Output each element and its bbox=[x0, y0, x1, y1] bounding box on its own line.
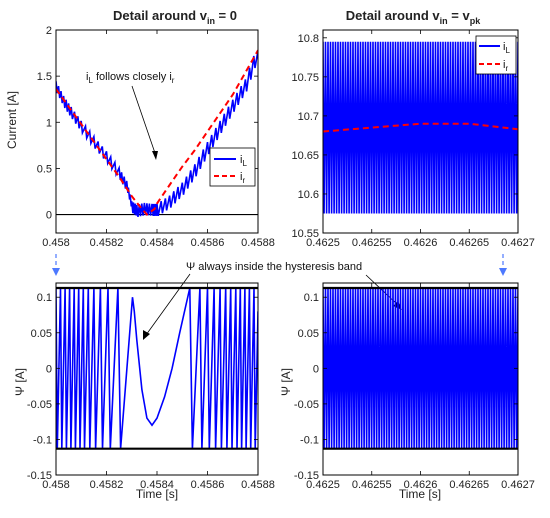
legend-box-top-left bbox=[209, 147, 256, 187]
ytick-label-bl-1: -0.1 bbox=[33, 434, 52, 446]
legend-label-ir-right: ir bbox=[503, 59, 508, 73]
xtick-label-tr-4: 0.4627 bbox=[501, 237, 535, 249]
xtick-label-tl-0: 0.458 bbox=[42, 237, 70, 249]
xtick-label-tl-2: 0.4584 bbox=[140, 237, 174, 249]
connector-arrowhead-left bbox=[52, 268, 60, 276]
xtick-label-tr-1: 0.46255 bbox=[352, 237, 392, 249]
plot-clip-bl bbox=[56, 286, 258, 450]
ytick-label-br-1: -0.1 bbox=[300, 434, 319, 446]
legend-box-top-right bbox=[475, 35, 517, 75]
ytick-label-bl-4: 0.05 bbox=[31, 328, 52, 340]
xtick-label-bl-3: 0.4586 bbox=[191, 479, 225, 491]
ytick-label-tl-4: 2 bbox=[46, 25, 52, 37]
xtick-label-br-0: 0.4625 bbox=[306, 479, 340, 491]
xtick-label-tr-0: 0.4625 bbox=[306, 237, 340, 249]
ytick-label-bl-0: -0.15 bbox=[27, 470, 52, 482]
ytick-label-br-0: -0.15 bbox=[294, 470, 319, 482]
ytick-label-tr-0: 10.55 bbox=[291, 228, 319, 240]
ytick-label-br-5: 0.1 bbox=[304, 292, 319, 304]
ticks-top-left: 0.458 0.4582 0.4584 0.4586 0.4588 0 0.5 1 1.5 2 bbox=[37, 25, 275, 249]
title-top-left: Detail around vin = 0 bbox=[113, 8, 237, 26]
annotation-band: Ψ always inside the hysteresis band bbox=[186, 261, 362, 273]
ytick-label-tr-4: 10.75 bbox=[291, 72, 319, 84]
xtick-label-br-3: 0.46265 bbox=[449, 479, 489, 491]
xtick-label-tr-3: 0.46265 bbox=[449, 237, 489, 249]
xtick-label-tl-3: 0.4586 bbox=[191, 237, 225, 249]
title-top-right: Detail around vin = vpk bbox=[346, 8, 481, 26]
ytick-label-tr-1: 10.6 bbox=[298, 189, 319, 201]
ytick-label-tr-2: 10.65 bbox=[291, 150, 319, 162]
xtick-label-br-4: 0.4627 bbox=[501, 479, 535, 491]
ytick-label-bl-5: 0.1 bbox=[37, 292, 52, 304]
xtick-label-tl-4: 0.4588 bbox=[241, 237, 275, 249]
ytick-label-br-2: -0.05 bbox=[294, 399, 319, 411]
panel-bottom-left: Ψ [A] Time [s] 0.458 0.4582 0.4584 0.4586 0.… bbox=[13, 282, 275, 501]
ticks-bottom-right: 0.4625 0.46255 0.4626 0.46265 0.4627 -0.15 -0.… bbox=[294, 283, 535, 491]
ytick-label-tl-1: 0.5 bbox=[37, 163, 52, 175]
xtick-label-bl-1: 0.4582 bbox=[90, 479, 124, 491]
annotation-arrowhead-follows bbox=[152, 151, 158, 160]
ytick-label-tr-3: 10.7 bbox=[298, 111, 319, 123]
series-tl-0 bbox=[56, 50, 258, 217]
xtick-label-tl-1: 0.4582 bbox=[90, 237, 124, 249]
xtick-label-bl-2: 0.4584 bbox=[140, 479, 174, 491]
ytick-label-tl-0: 0 bbox=[46, 210, 52, 222]
ylabel-bottom-left: Ψ [A] bbox=[13, 368, 27, 396]
ylabel-top-left: Current [A] bbox=[5, 91, 19, 149]
plot-area-top-left bbox=[56, 49, 258, 217]
ticks-top-right: 0.4625 0.46255 0.4626 0.46265 0.4627 10.55 10.… bbox=[291, 30, 535, 249]
ylabel-bottom-right: Ψ [A] bbox=[279, 368, 293, 396]
series-tr-1 bbox=[323, 122, 518, 133]
ytick-label-tr-5: 10.8 bbox=[298, 33, 319, 45]
annotation-arrowhead-band-left bbox=[143, 330, 150, 340]
xlabel-bottom-left: Time [s] bbox=[136, 487, 178, 501]
legend-label-ir: ir bbox=[240, 171, 245, 185]
ytick-label-tl-3: 1.5 bbox=[37, 71, 52, 83]
ytick-label-bl-3: 0 bbox=[46, 363, 52, 375]
xtick-label-br-2: 0.4626 bbox=[404, 479, 438, 491]
legend-label-iL-right: iL bbox=[503, 41, 510, 55]
xlabel-bottom-right: Time [s] bbox=[399, 487, 441, 501]
xtick-label-bl-0: 0.458 bbox=[42, 479, 70, 491]
legend-label-iL: iL bbox=[240, 154, 247, 168]
plot-area-bottom-left bbox=[56, 286, 258, 450]
ytick-label-bl-2: -0.05 bbox=[27, 399, 52, 411]
series-br-0 bbox=[323, 287, 518, 449]
annotation-follows: iL follows closely ir bbox=[86, 71, 175, 85]
annotation-arrow-band-left bbox=[145, 273, 191, 336]
panel-top-right: Detail around vin = vpk 0.4625 0.46255 0.4… bbox=[291, 8, 534, 249]
ticks-bottom-left: 0.458 0.4582 0.4584 0.4586 0.4588 -0.15 -0.1 -0… bbox=[27, 283, 275, 491]
xtick-label-br-1: 0.46255 bbox=[352, 479, 392, 491]
panel-top-left: Detail around vin = 0 Current [A] 0.458 0… bbox=[5, 8, 275, 249]
plot-clip-tl bbox=[56, 49, 258, 217]
annotation-arrow-follows bbox=[131, 85, 157, 157]
plot-clip-br bbox=[323, 286, 518, 450]
xtick-label-bl-4: 0.4588 bbox=[241, 479, 275, 491]
legend-top-left: iL ir bbox=[209, 147, 256, 187]
ytick-label-br-3: 0 bbox=[313, 363, 319, 375]
ytick-label-br-4: 0.05 bbox=[298, 328, 319, 340]
series-tl-1 bbox=[56, 49, 258, 216]
ytick-label-tl-2: 1 bbox=[46, 117, 52, 129]
panel-bottom-right: Ψ [A] Time [s] 0.4625 0.46255 0.4626 0.4626… bbox=[279, 282, 535, 501]
xtick-label-tr-2: 0.4626 bbox=[404, 237, 438, 249]
legend-top-right: iL ir bbox=[475, 35, 517, 75]
series-bl-0 bbox=[56, 287, 258, 449]
plot-area-bottom-right bbox=[323, 286, 518, 450]
connector-arrowhead-right bbox=[499, 268, 507, 276]
